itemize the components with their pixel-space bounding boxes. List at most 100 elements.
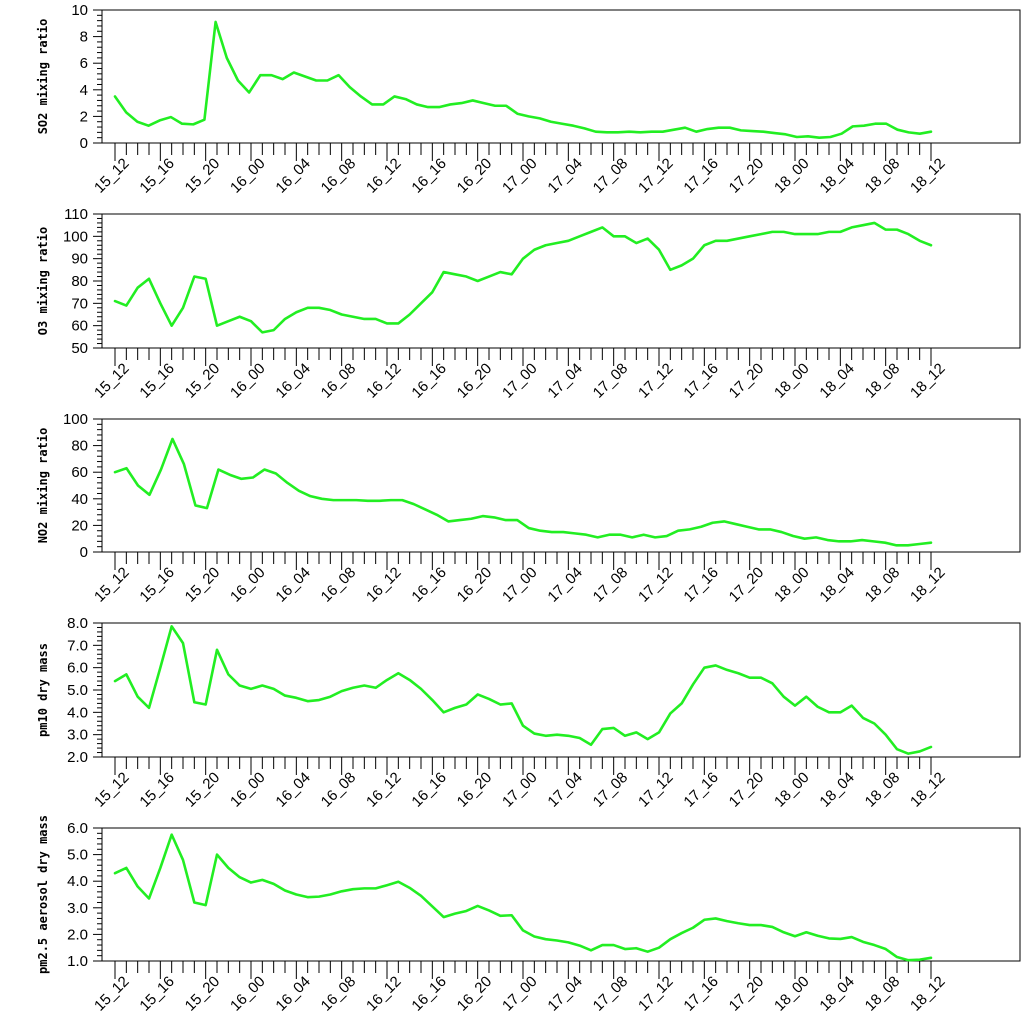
x-tick-label: 16_20 bbox=[454, 769, 496, 811]
x-tick-label: 18_12 bbox=[907, 564, 949, 606]
x-tick-label: 18_08 bbox=[862, 973, 904, 1015]
x-tick-label: 17_16 bbox=[680, 360, 722, 402]
x-tick-label: 17_00 bbox=[499, 360, 541, 402]
series-line bbox=[113, 833, 933, 962]
x-tick-label: 16_20 bbox=[454, 564, 496, 606]
y-tick-label: 5.0 bbox=[67, 682, 88, 699]
y-tick-label: 50 bbox=[71, 340, 88, 357]
x-tick-label: 16_00 bbox=[227, 564, 269, 606]
x-tick-label: 16_04 bbox=[272, 973, 314, 1015]
y-tick-label: 2 bbox=[80, 108, 88, 125]
x-tick-label: 15_20 bbox=[182, 769, 224, 811]
x-tick-label: 18_08 bbox=[862, 769, 904, 811]
x-tick-label: 17_04 bbox=[544, 973, 586, 1015]
x-tick-label: 17_00 bbox=[499, 564, 541, 606]
x-tick-label: 17_12 bbox=[635, 155, 677, 197]
y-tick-label: 1.0 bbox=[67, 953, 88, 970]
x-tick-label: 16_12 bbox=[363, 155, 405, 197]
y-tick-label: 10 bbox=[71, 2, 88, 19]
y-axis-label: pm2.5 aerosol dry mass bbox=[36, 815, 50, 974]
y-tick-label: 70 bbox=[71, 295, 88, 312]
x-tick-label: 18_00 bbox=[771, 973, 813, 1015]
x-tick-label: 18_00 bbox=[771, 769, 813, 811]
plot-frame bbox=[101, 9, 1021, 144]
x-tick-label: 18_00 bbox=[771, 155, 813, 197]
plot-frame bbox=[101, 827, 1021, 962]
x-tick-label: 18_12 bbox=[907, 973, 949, 1015]
x-tick-label: 15_12 bbox=[91, 360, 133, 402]
x-tick-label: 16_00 bbox=[227, 155, 269, 197]
y-axis-label: pm10 dry mass bbox=[36, 643, 50, 737]
x-tick-label: 15_16 bbox=[136, 769, 178, 811]
x-tick-label: 15_20 bbox=[182, 155, 224, 197]
x-tick-label: 17_12 bbox=[635, 973, 677, 1015]
x-tick-label: 17_16 bbox=[680, 564, 722, 606]
x-tick-label: 17_00 bbox=[499, 155, 541, 197]
x-tick-label: 18_08 bbox=[862, 564, 904, 606]
x-tick-label: 16_08 bbox=[318, 564, 360, 606]
x-tick-label: 15_12 bbox=[91, 973, 133, 1015]
x-tick-label: 17_12 bbox=[635, 360, 677, 402]
panel-3: 0 20 40 60 80 100 NO2 mixing ratio 15_12 15_16 15… bbox=[36, 411, 1021, 606]
y-tick-label: 2.0 bbox=[67, 749, 88, 766]
y-tick-label: 0 bbox=[80, 135, 88, 152]
x-tick-label: 18_08 bbox=[862, 360, 904, 402]
plot-frame bbox=[101, 418, 1021, 553]
x-tick-label: 16_16 bbox=[408, 769, 450, 811]
y-tick-label: 60 bbox=[71, 464, 88, 481]
x-tick-label: 15_20 bbox=[182, 973, 224, 1015]
x-tick-label: 18_04 bbox=[816, 360, 858, 402]
x-tick-label: 16_12 bbox=[363, 769, 405, 811]
x-tick-label: 16_00 bbox=[227, 769, 269, 811]
y-axis-label: SO2 mixing ratio bbox=[36, 19, 50, 135]
x-tick-label: 18_00 bbox=[771, 360, 813, 402]
plot-frame bbox=[101, 213, 1021, 349]
x-tick-label: 18_04 bbox=[816, 973, 858, 1015]
panel-5: 1.0 2.0 3.0 4.0 5.0 6.0 pm2.5 aerosol dry mass… bbox=[36, 815, 1021, 1015]
y-tick-label: 3.0 bbox=[67, 727, 88, 744]
y-tick-label: 6.0 bbox=[67, 820, 88, 837]
y-tick-label: 80 bbox=[71, 273, 88, 290]
y-tick-label: 5.0 bbox=[67, 847, 88, 864]
y-tick-label: 3.0 bbox=[67, 900, 88, 917]
x-tick-label: 17_08 bbox=[590, 155, 632, 197]
x-tick-label: 17_20 bbox=[726, 360, 768, 402]
y-tick-label: 40 bbox=[71, 491, 88, 508]
x-tick-label: 16_00 bbox=[227, 360, 269, 402]
y-axis-label: NO2 mixing ratio bbox=[36, 428, 50, 544]
x-tick-label: 17_00 bbox=[499, 769, 541, 811]
x-tick-label: 15_16 bbox=[136, 564, 178, 606]
x-tick-label: 18_04 bbox=[816, 769, 858, 811]
x-tick-label: 15_16 bbox=[136, 155, 178, 197]
x-tick-label: 17_04 bbox=[544, 155, 586, 197]
series-line bbox=[113, 625, 933, 755]
y-tick-label: 80 bbox=[71, 438, 88, 455]
x-tick-label: 15_16 bbox=[136, 973, 178, 1015]
x-tick-label: 15_20 bbox=[182, 360, 224, 402]
y-tick-label: 4 bbox=[80, 82, 88, 99]
x-tick-label: 18_08 bbox=[862, 155, 904, 197]
x-tick-label: 18_04 bbox=[816, 155, 858, 197]
x-tick-label: 16_08 bbox=[318, 973, 360, 1015]
x-tick-label: 16_20 bbox=[454, 155, 496, 197]
x-tick-label: 16_16 bbox=[408, 360, 450, 402]
x-tick-label: 16_12 bbox=[363, 360, 405, 402]
y-tick-label: 6 bbox=[80, 55, 88, 72]
x-tick-label: 17_16 bbox=[680, 973, 722, 1015]
y-tick-label: 100 bbox=[63, 411, 88, 428]
y-tick-label: 90 bbox=[71, 251, 88, 268]
y-tick-label: 6.0 bbox=[67, 660, 88, 677]
x-tick-label: 15_20 bbox=[182, 564, 224, 606]
x-tick-label: 17_08 bbox=[590, 973, 632, 1015]
y-tick-label: 4.0 bbox=[67, 873, 88, 890]
x-tick-label: 16_04 bbox=[272, 769, 314, 811]
x-tick-label: 15_12 bbox=[91, 564, 133, 606]
x-tick-label: 17_08 bbox=[590, 564, 632, 606]
x-tick-label: 17_20 bbox=[726, 155, 768, 197]
x-tick-label: 16_20 bbox=[454, 360, 496, 402]
y-tick-label: 7.0 bbox=[67, 637, 88, 654]
x-tick-label: 16_04 bbox=[272, 360, 314, 402]
x-tick-label: 18_12 bbox=[907, 360, 949, 402]
